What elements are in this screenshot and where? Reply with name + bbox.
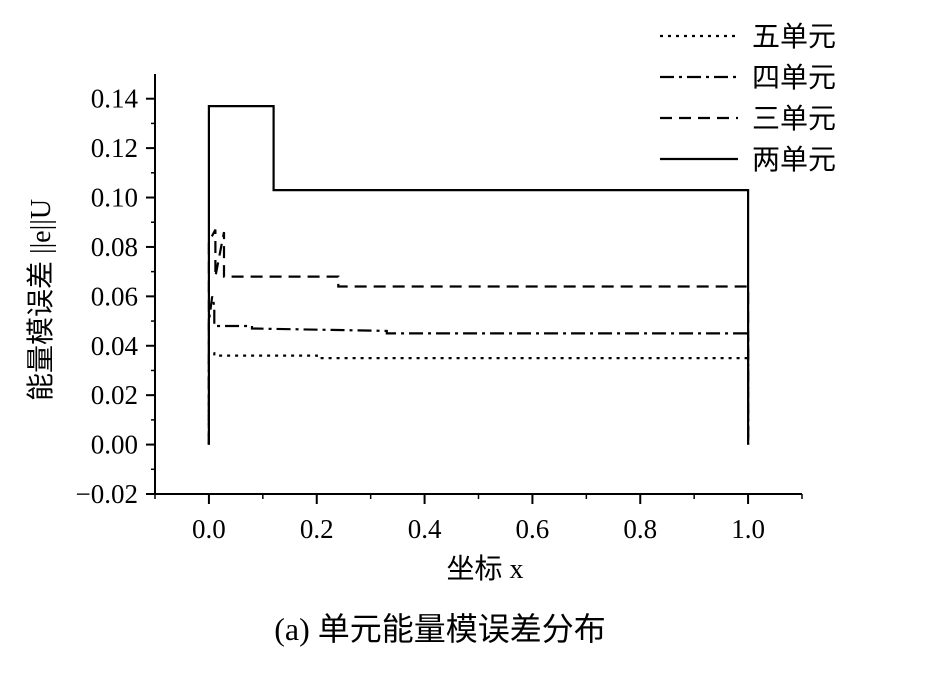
legend-label-3: 三单元 — [752, 103, 836, 135]
y-tick-label: 0.06 — [91, 281, 138, 311]
y-tick-label: 0.10 — [91, 183, 138, 213]
series-line-2 — [207, 296, 750, 445]
legend-label-4: 两单元 — [752, 144, 836, 176]
x-axis-title: 坐标 x — [446, 553, 523, 585]
y-tick-label: 0.14 — [91, 84, 139, 114]
y-tick-label: 0.00 — [91, 430, 138, 460]
series-line-3 — [207, 229, 750, 445]
y-tick-label: 0.02 — [91, 380, 138, 410]
x-tick-label: 0.0 — [192, 514, 226, 544]
x-tick-label: 0.8 — [623, 514, 657, 544]
x-tick-label: 0.4 — [408, 514, 442, 544]
x-tick-label: 1.0 — [731, 514, 765, 544]
series-line-1 — [207, 352, 750, 445]
legend-label-1: 五单元 — [752, 21, 836, 53]
y-tick-label: 0.08 — [91, 232, 138, 262]
y-tick-label: −0.02 — [76, 479, 138, 509]
y-tick-label: 0.04 — [91, 331, 139, 361]
y-axis-title: 能量模误差 ||e||U — [25, 199, 57, 401]
axes — [146, 74, 803, 504]
x-tick-label: 0.2 — [300, 514, 334, 544]
legend-label-2: 四单元 — [752, 62, 836, 94]
series-line-4 — [207, 104, 750, 445]
x-tick-label: 0.6 — [516, 514, 550, 544]
figure-caption: (a) 单元能量模误差分布 — [274, 611, 606, 647]
y-tick-label: 0.12 — [91, 133, 138, 163]
series-group — [207, 104, 750, 445]
tick-labels: −0.02 0.00 0.02 0.04 0.06 0.08 0.10 0.12 0.14 0.0… — [76, 84, 765, 544]
